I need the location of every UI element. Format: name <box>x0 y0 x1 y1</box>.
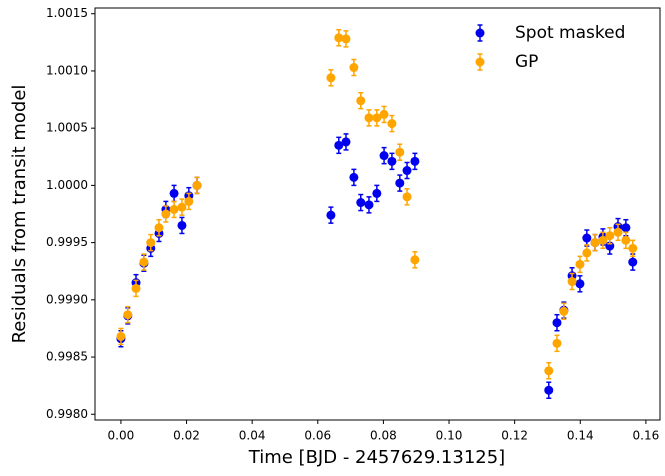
point <box>139 257 149 267</box>
y-tick-label: 0.9990 <box>46 292 88 306</box>
point <box>341 137 351 147</box>
point <box>559 306 569 316</box>
point <box>628 257 638 267</box>
point <box>575 279 585 289</box>
x-tick-label: 0.06 <box>304 429 331 443</box>
point <box>575 259 585 269</box>
y-tick-label: 0.9980 <box>46 407 88 421</box>
y-tick-label: 1.0015 <box>46 6 88 20</box>
legend-marker <box>475 57 485 67</box>
point <box>387 156 397 166</box>
point <box>605 231 615 241</box>
point <box>379 151 389 161</box>
x-tick-label: 0.10 <box>436 429 463 443</box>
point <box>567 277 577 287</box>
point <box>349 172 359 182</box>
y-tick-label: 1.0010 <box>46 63 88 77</box>
x-tick-label: 0.12 <box>501 429 528 443</box>
point <box>326 210 336 220</box>
point <box>334 33 344 43</box>
point <box>582 233 592 243</box>
x-tick-label: 0.02 <box>173 429 200 443</box>
point <box>552 338 562 348</box>
point <box>590 238 600 248</box>
point <box>372 188 382 198</box>
legend-label: GP <box>515 52 538 72</box>
x-tick-label: 0.00 <box>108 429 135 443</box>
point <box>169 204 179 214</box>
point <box>544 366 554 376</box>
point <box>334 140 344 150</box>
point <box>154 223 164 233</box>
point <box>177 202 187 212</box>
point <box>410 156 420 166</box>
x-tick-label: 0.04 <box>239 429 266 443</box>
y-axis-label: Residuals from transit model <box>9 85 30 344</box>
point <box>598 235 608 245</box>
point <box>146 238 156 248</box>
point <box>116 331 126 341</box>
point <box>364 113 374 123</box>
point <box>402 192 412 202</box>
point <box>356 198 366 208</box>
point <box>356 96 366 106</box>
point <box>544 385 554 395</box>
plot-frame <box>94 7 661 421</box>
point <box>161 209 171 219</box>
x-tick-label: 0.14 <box>567 429 594 443</box>
point <box>123 310 133 320</box>
point <box>395 147 405 157</box>
point <box>379 109 389 119</box>
y-tick-label: 1.0000 <box>46 178 88 192</box>
point <box>628 243 638 253</box>
point <box>387 119 397 129</box>
point <box>131 283 141 293</box>
legend-marker <box>475 28 485 38</box>
point <box>621 235 631 245</box>
point <box>395 178 405 188</box>
point <box>326 73 336 83</box>
x-tick-label: 0.16 <box>633 429 660 443</box>
point <box>621 223 631 233</box>
point <box>410 255 420 265</box>
legend-label: Spot masked <box>515 23 625 43</box>
point <box>192 180 202 190</box>
y-tick-label: 0.9985 <box>46 350 88 364</box>
point <box>349 63 359 73</box>
point <box>169 188 179 198</box>
y-tick-label: 1.0005 <box>46 121 88 135</box>
point <box>364 200 374 210</box>
point <box>402 166 412 176</box>
point <box>552 318 562 328</box>
point <box>177 220 187 230</box>
point <box>372 113 382 123</box>
point <box>341 34 351 44</box>
point <box>582 248 592 258</box>
x-axis-label: Time [BJD - 2457629.13125] <box>248 447 505 468</box>
x-tick-label: 0.08 <box>370 429 397 443</box>
y-tick-label: 0.9995 <box>46 235 88 249</box>
point <box>184 196 194 206</box>
point <box>613 227 623 237</box>
